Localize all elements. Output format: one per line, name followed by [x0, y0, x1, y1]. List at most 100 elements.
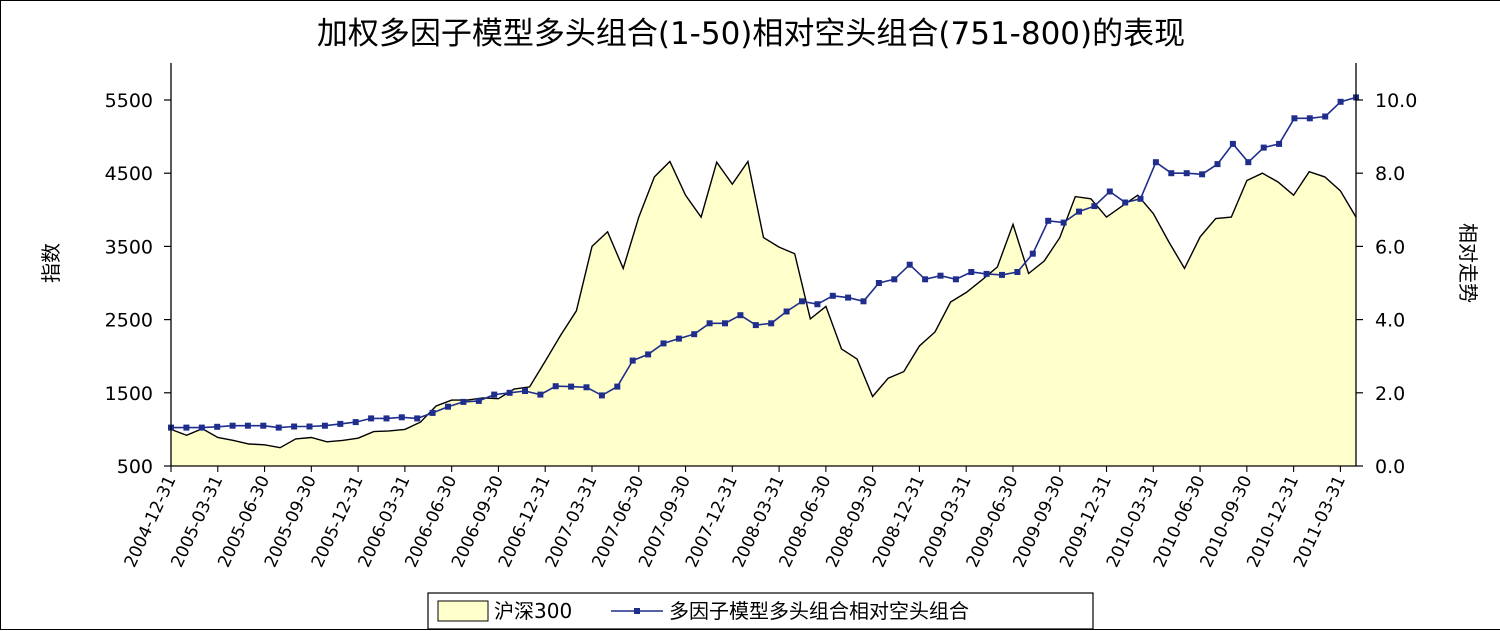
relative-line-point [614, 383, 621, 390]
relative-line-point [214, 423, 221, 430]
relative-line-point [552, 383, 559, 390]
right-tick-label: 6.0 [1375, 236, 1405, 258]
relative-line-point [275, 424, 282, 431]
legend-marker-relative [634, 608, 640, 614]
relative-line-point [860, 298, 867, 305]
relative-line-point [706, 320, 713, 327]
relative-line-point [999, 271, 1005, 278]
legend-box [427, 592, 1094, 630]
relative-line-point [1276, 140, 1283, 147]
left-y-ticks: 5500 4500 3500 2500 1500 500 [105, 90, 171, 478]
relative-line-point [352, 419, 359, 426]
relative-line-point [1152, 159, 1159, 166]
relative-line-point [906, 261, 913, 268]
relative-line-point [737, 312, 744, 319]
relative-line-point [445, 403, 451, 410]
legend-label-hs300: 沪深300 [494, 599, 572, 623]
relative-line-point [1076, 208, 1082, 215]
x-ticks: 2004-12-312005-03-312005-06-302005-09-30… [121, 466, 1350, 571]
relative-line-point [891, 276, 898, 283]
left-y-axis-label: 指数 [39, 243, 63, 283]
relative-line-point [291, 423, 298, 430]
relative-line-point [1014, 269, 1021, 275]
relative-line-point [1199, 171, 1206, 178]
relative-line-point [952, 276, 959, 283]
relative-line-point [1183, 170, 1190, 177]
relative-line-point [568, 383, 575, 390]
legend: 沪深300 多因子模型多头组合相对空头组合 [427, 592, 1094, 630]
relative-line-point [845, 294, 852, 301]
relative-line-point [1322, 113, 1329, 120]
relative-line-point [814, 301, 821, 308]
relative-line-point [414, 415, 421, 422]
relative-line-point [398, 414, 405, 421]
relative-line-point [491, 391, 498, 398]
relative-line-point [645, 351, 652, 358]
left-tick-label: 1500 [105, 383, 153, 405]
chart-title: 加权多因子模型多头组合(1-50)相对空头组合(751-800)的表现 [317, 16, 1185, 52]
relative-line-point [1029, 250, 1036, 257]
relative-line-point [1337, 98, 1344, 105]
right-tick-label: 4.0 [1375, 310, 1405, 332]
relative-line-point [460, 398, 467, 405]
left-tick-label: 2500 [105, 310, 153, 332]
relative-line-point [337, 420, 344, 427]
relative-line-point [368, 415, 375, 422]
relative-line-point [598, 392, 605, 399]
right-tick-label: 10.0 [1375, 90, 1417, 112]
hs300-area-line [170, 159, 1357, 449]
relative-line-point [229, 422, 236, 429]
relative-line-point [183, 424, 190, 431]
relative-line-layer [168, 94, 1359, 431]
relative-line-point [1137, 195, 1144, 202]
relative-line-point [675, 335, 682, 342]
relative-line-point [306, 423, 313, 430]
legend-swatch-hs300 [437, 600, 489, 622]
relative-line-point [768, 320, 775, 327]
left-tick-label: 500 [117, 456, 153, 478]
relative-line-point [1106, 188, 1113, 195]
relative-line-point [1122, 199, 1129, 206]
relative-line-point [260, 422, 267, 429]
relative-line-point [722, 320, 728, 327]
right-tick-label: 0.0 [1375, 456, 1405, 478]
relative-line-point [752, 322, 759, 329]
relative-line-point [968, 269, 975, 275]
relative-line-point [1245, 159, 1252, 166]
relative-line-point [1045, 217, 1052, 224]
relative-line-point [1291, 115, 1298, 122]
relative-line-point [383, 415, 390, 422]
right-tick-label: 8.0 [1375, 163, 1405, 185]
relative-line-point [1060, 219, 1067, 226]
legend-label-relative: 多因子模型多头组合相对空头组合 [669, 599, 969, 623]
relative-line-point [244, 422, 251, 429]
relative-line-point [660, 340, 667, 347]
relative-line-point [983, 270, 990, 277]
relative-line-point [1214, 161, 1221, 168]
relative-line-point [629, 357, 636, 364]
relative-line-point [429, 409, 436, 416]
relative-line-point [583, 384, 590, 391]
relative-line-point [829, 292, 836, 299]
relative-line-point [537, 391, 544, 398]
relative-line-point [1229, 140, 1236, 147]
hs300-area-layer [170, 159, 1357, 466]
relative-line-point [506, 389, 513, 396]
relative-line-point [691, 331, 698, 338]
relative-line-point [475, 397, 482, 404]
relative-line-point [522, 388, 528, 394]
right-y-axis-label: 相对走势 [1456, 223, 1480, 303]
relative-line-point [198, 424, 205, 431]
relative-line-point [937, 272, 944, 279]
relative-line-point [1260, 144, 1267, 151]
left-tick-label: 4500 [105, 163, 153, 185]
relative-line-point [875, 280, 882, 286]
left-tick-label: 3500 [105, 236, 153, 258]
relative-line-point [1091, 203, 1098, 210]
left-tick-label: 5500 [105, 90, 153, 112]
right-y-ticks: 10.0 8.0 6.0 4.0 2.0 0.0 [1356, 90, 1417, 478]
relative-line-point [922, 276, 929, 283]
hs300-area-fill [171, 161, 1356, 466]
